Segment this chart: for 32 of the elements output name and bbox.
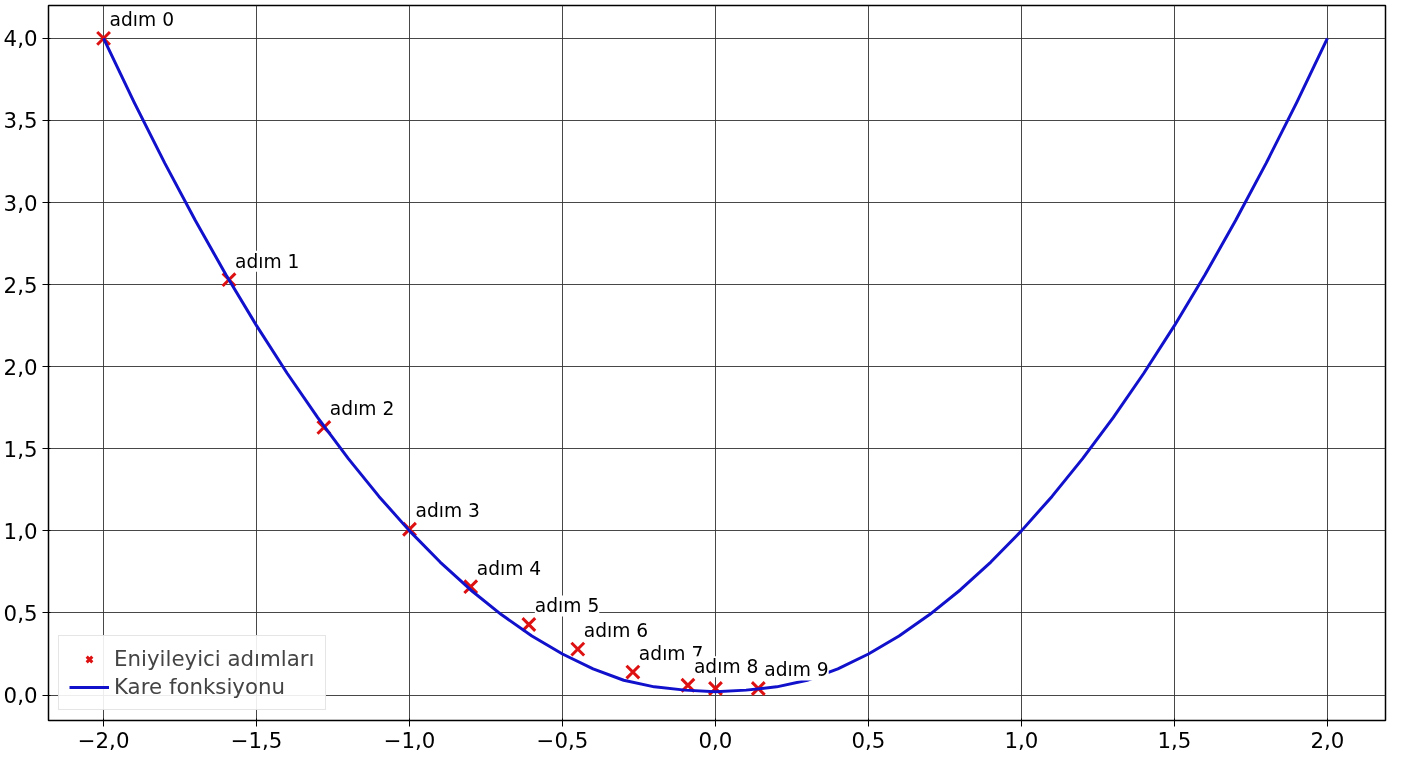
data-label: adım 5: [534, 595, 600, 617]
x-tick-label: −1,5: [230, 727, 283, 753]
point: [462, 578, 479, 595]
x-tick-label: −2,0: [77, 727, 130, 753]
y-tick-label: 1,0: [3, 518, 38, 544]
y-tick-label: 2,5: [3, 272, 38, 298]
x-tick-label: 2,0: [1310, 727, 1345, 753]
y-tick-label: 2,0: [3, 354, 38, 380]
x-tick-label: −1,0: [383, 727, 436, 753]
x-tick-label: −0,5: [536, 727, 589, 753]
x-tick-label: 1,0: [1004, 727, 1039, 753]
data-label: adım 0: [109, 9, 175, 31]
data-label: adım 9: [764, 659, 829, 681]
data-label: adım 6: [583, 620, 649, 642]
point: [520, 616, 537, 633]
point: [569, 641, 586, 657]
y-tick-label: 3,5: [3, 108, 38, 134]
y-tick-label: 0,5: [3, 600, 38, 626]
y-tick-label: 1,5: [3, 436, 38, 462]
y-tick-label: 4,0: [3, 26, 38, 52]
legend-label: Kare fonksiyonu: [114, 674, 286, 699]
x-tick-label: 1,5: [1157, 727, 1192, 753]
x-tick-label: 0,0: [698, 727, 733, 753]
y-tick-label: 3,0: [3, 190, 38, 216]
legend-label: Eniyileyici adımları: [114, 646, 315, 671]
data-label: adım 3: [415, 500, 480, 522]
data-label: adım 2: [329, 398, 395, 420]
y-tick-label: 0,0: [3, 683, 38, 709]
data-label: adım 1: [235, 250, 300, 272]
x-tick-label: 0,5: [851, 727, 886, 753]
data-label: adım 4: [476, 557, 542, 579]
point: [625, 664, 641, 680]
